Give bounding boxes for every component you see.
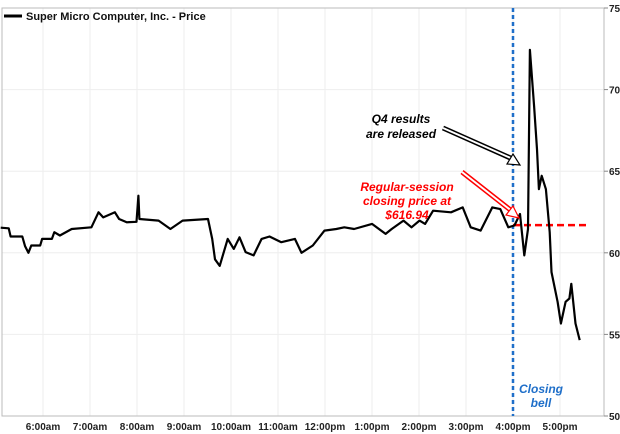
close-price-annotation-line-2: closing price at — [363, 194, 452, 208]
x-tick-label: 1:00pm — [354, 422, 389, 433]
closing-bell-label-line-2: bell — [531, 396, 552, 410]
x-tick-label: 3:00pm — [448, 422, 483, 433]
x-tick-label: 4:00pm — [495, 422, 530, 433]
y-tick-label: 550 — [609, 330, 620, 341]
x-tick-label: 11:00am — [258, 422, 298, 433]
closing-bell-label-line-1: Closing — [519, 382, 564, 396]
y-tick-label: 600 — [609, 249, 620, 260]
price-series-line — [0, 48, 581, 341]
y-tick-label: 700 — [609, 86, 620, 97]
q4-annotation-line-2: are released — [366, 127, 437, 141]
x-tick-label: 6:00am — [26, 422, 61, 433]
x-tick-label: 7:00am — [73, 422, 108, 433]
close-price-annotation-line-1: Regular-session — [360, 180, 453, 194]
close-price-annotation-line-3: $616.94 — [384, 208, 429, 222]
y-tick-label: 650 — [609, 167, 620, 178]
y-tick-label: 500 — [609, 412, 620, 423]
x-tick-label: 12:00pm — [305, 422, 346, 433]
x-axis: 6:00am 7:00am 8:00am 9:00am 10:00am 11:00am 12… — [26, 422, 578, 433]
q4-annotation-line-1: Q4 results — [372, 112, 431, 126]
q4-arrow — [441, 125, 522, 166]
x-tick-label: 2:00pm — [401, 422, 436, 433]
y-tick-label: 750 — [609, 4, 620, 15]
legend-label: Super Micro Computer, Inc. - Price — [26, 11, 206, 23]
x-tick-label: 10:00am — [211, 422, 251, 433]
y-axis: 750 700 650 600 550 500 — [604, 4, 620, 423]
x-tick-label: 8:00am — [120, 422, 155, 433]
close-price-arrow — [460, 170, 521, 219]
plot-frame — [1, 7, 605, 417]
x-tick-label: 9:00am — [167, 422, 202, 433]
x-tick-label: 5:00pm — [542, 422, 577, 433]
